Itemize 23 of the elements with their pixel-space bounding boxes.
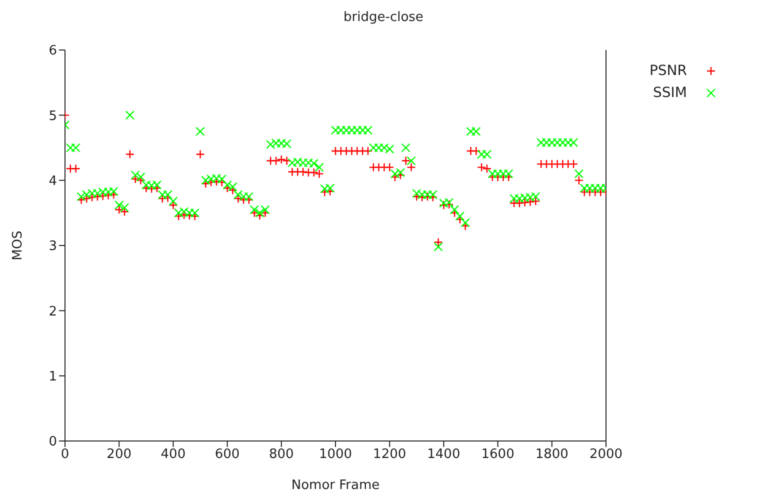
x-tick-label: 1800 [535,447,568,462]
x-tick-label: 200 [106,447,132,462]
x-tick-label: 400 [160,447,186,462]
x-tick-label: 1200 [373,447,406,462]
x-tick-label: 1000 [318,447,352,462]
x-tick-label: 1400 [427,447,460,462]
x-tick-label: 0 [60,447,70,462]
y-tick-label: 2 [48,304,57,320]
chart-title: bridge-close [342,10,424,25]
x-tick-label: 1600 [481,447,514,462]
legend-label: SSIM [653,85,687,101]
y-axis-title: MOS [10,230,26,260]
x-axis-title: Nomor Frame [291,478,380,493]
y-tick-label: 1 [48,369,57,384]
x-tick-label: 2000 [589,447,623,462]
y-tick-label: 5 [48,108,57,124]
y-tick-label: 3 [48,239,57,254]
x-tick-label: 600 [214,447,240,462]
y-tick-label: 4 [48,174,57,189]
x-tick-label: 800 [268,447,294,462]
legend-label: PSNR [649,63,687,79]
y-tick-label: 0 [48,434,57,450]
y-tick-label: 6 [48,44,57,59]
